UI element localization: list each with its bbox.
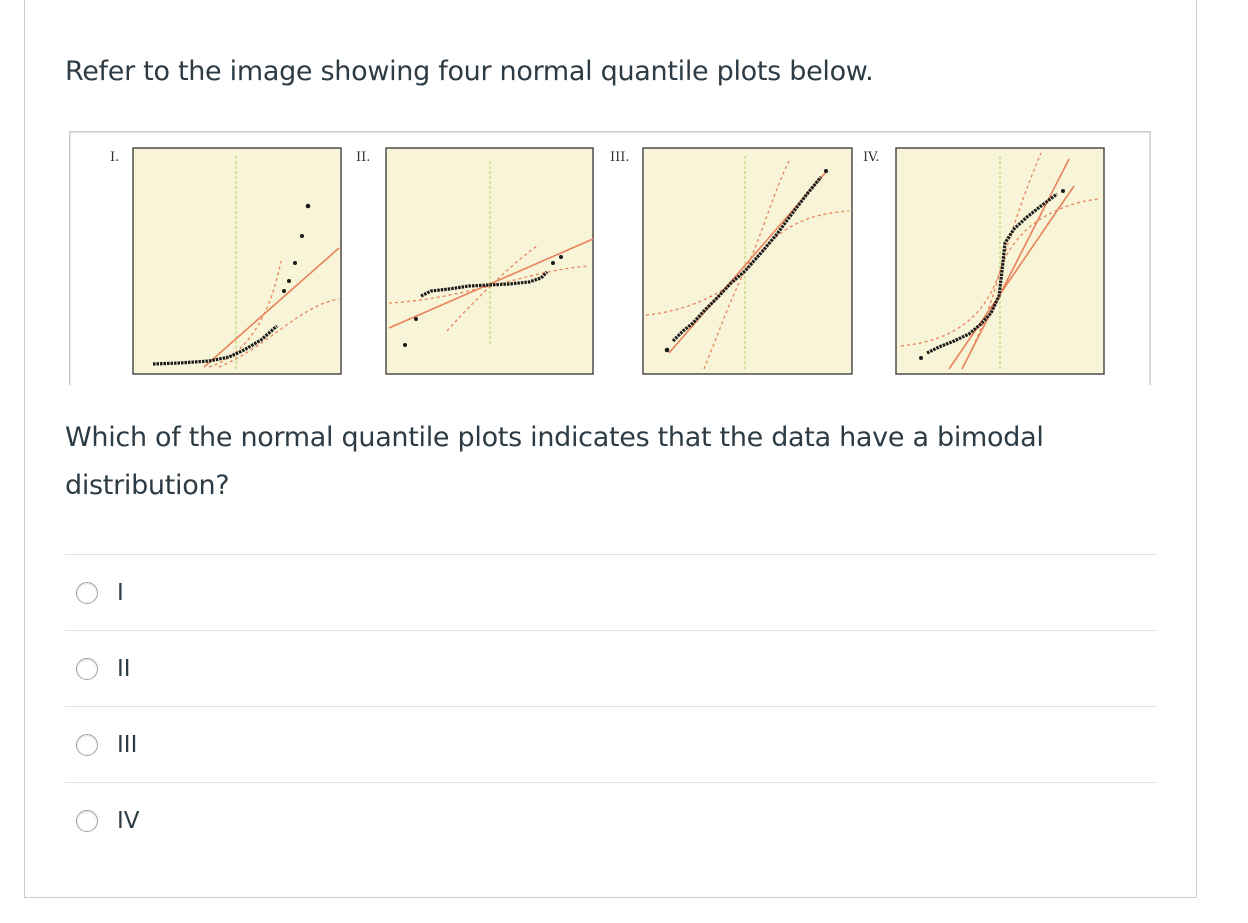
answer-option-4[interactable]: IV <box>65 782 1157 858</box>
plot-2-point <box>551 261 555 265</box>
plot-4-reference-line <box>961 158 1070 370</box>
answer-label-1: I <box>117 579 124 606</box>
plot-2-point <box>414 317 418 321</box>
question-prompt: Refer to the image showing four normal q… <box>65 56 874 87</box>
panel-1-label: I. <box>110 150 119 165</box>
quantile-plot-2 <box>385 147 594 375</box>
plot-1-reference-line <box>203 247 340 368</box>
plot-4-reference-line-secondary <box>948 185 1075 370</box>
plot-2-point <box>403 343 407 347</box>
panel-3-label: III. <box>610 150 630 165</box>
panel-4-label: IV. <box>863 150 879 165</box>
plot-1-point <box>287 279 291 283</box>
plot-3-points <box>671 175 823 343</box>
answer-radio-2[interactable] <box>76 657 98 680</box>
plot-1-frame <box>132 147 342 375</box>
plot-1-band-lower <box>218 298 340 368</box>
answer-option-2[interactable]: II <box>65 630 1157 706</box>
answer-label-3: III <box>117 731 138 758</box>
plot-1-point <box>282 289 286 293</box>
answer-radio-3[interactable] <box>76 733 98 756</box>
plot-1-band-upper <box>208 260 282 368</box>
quantile-plots-figure: I. II. III. IV. <box>69 131 1151 385</box>
plot-1-points <box>152 324 279 366</box>
quantile-plot-4 <box>895 147 1105 375</box>
plot-4-band-left <box>900 198 1100 347</box>
plot-3-frame <box>642 147 853 375</box>
answer-label-2: II <box>117 655 131 682</box>
question-text: Which of the normal quantile plots indic… <box>65 422 1044 501</box>
quantile-plot-1 <box>132 147 342 375</box>
quantile-plot-3 <box>642 147 853 375</box>
plot-3-point <box>664 347 670 353</box>
plot-3-band-left <box>645 210 850 316</box>
panel-2-label: II. <box>356 150 370 165</box>
plot-1-point <box>305 203 311 209</box>
plot-1-point <box>300 234 304 238</box>
answer-option-1[interactable]: I <box>65 554 1157 630</box>
plot-2-point <box>559 255 563 259</box>
plot-2-band-upper <box>446 245 538 332</box>
answer-list: I II III IV <box>65 554 1157 858</box>
answer-label-4: IV <box>117 807 140 834</box>
plot-4-point <box>1061 189 1065 193</box>
plot-3-point <box>824 169 828 173</box>
answer-radio-4[interactable] <box>76 809 98 832</box>
answer-radio-1[interactable] <box>76 581 98 604</box>
plot-1-point <box>293 261 297 265</box>
plot-4-points <box>926 192 1058 355</box>
quantile-plots-svg: I. II. III. IV. <box>69 131 1151 385</box>
answer-option-3[interactable]: III <box>65 706 1157 782</box>
plot-3-band-right <box>703 160 790 370</box>
plot-4-point <box>919 356 923 360</box>
